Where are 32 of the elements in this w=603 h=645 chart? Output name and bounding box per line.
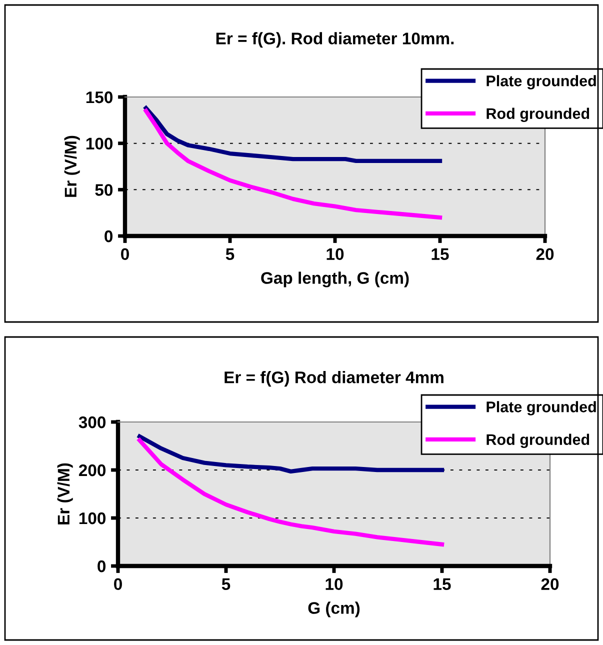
x-tick-label: 0 [114, 578, 122, 590]
y-tick-label: 300 [78, 416, 106, 428]
line-series [138, 438, 444, 546]
legend-label: Plate grounded [486, 75, 596, 90]
y-tick-label: 0 [104, 230, 113, 242]
x-tick-label: 5 [226, 248, 234, 260]
line-series [138, 434, 444, 474]
y-tick-label: 100 [86, 138, 113, 150]
y-axis-title: Er (V/M) [64, 136, 80, 197]
x-tick-label: 15 [434, 578, 451, 590]
x-axis-title: Gap length, G (cm) [261, 272, 409, 288]
chart-title: Er = f(G). Rod diameter 10mm. [216, 32, 454, 48]
chart-title: Er = f(G) Rod diameter 4mm [224, 371, 444, 387]
x-axis-title: G (cm) [308, 602, 360, 618]
x-tick-label: 0 [121, 248, 129, 260]
x-tick-label: 10 [326, 578, 343, 590]
y-tick-label: 150 [86, 91, 113, 104]
y-axis-title: Er (V/M) [57, 463, 73, 524]
legend-label: Rod grounded [486, 434, 590, 448]
x-tick-label: 5 [222, 578, 230, 590]
line-series [144, 108, 442, 220]
y-tick-label: 200 [78, 464, 106, 476]
y-tick-label: 0 [98, 560, 106, 572]
y-tick-label: 50 [95, 184, 113, 196]
legend-label: Plate grounded [486, 401, 596, 416]
x-tick-label: 10 [326, 248, 344, 260]
line-series [144, 106, 442, 164]
x-tick-label: 20 [541, 578, 559, 590]
legend-label: Rod grounded [486, 108, 590, 122]
x-tick-label: 15 [432, 248, 449, 260]
y-tick-label: 100 [79, 512, 106, 524]
x-tick-label: 20 [536, 248, 554, 260]
